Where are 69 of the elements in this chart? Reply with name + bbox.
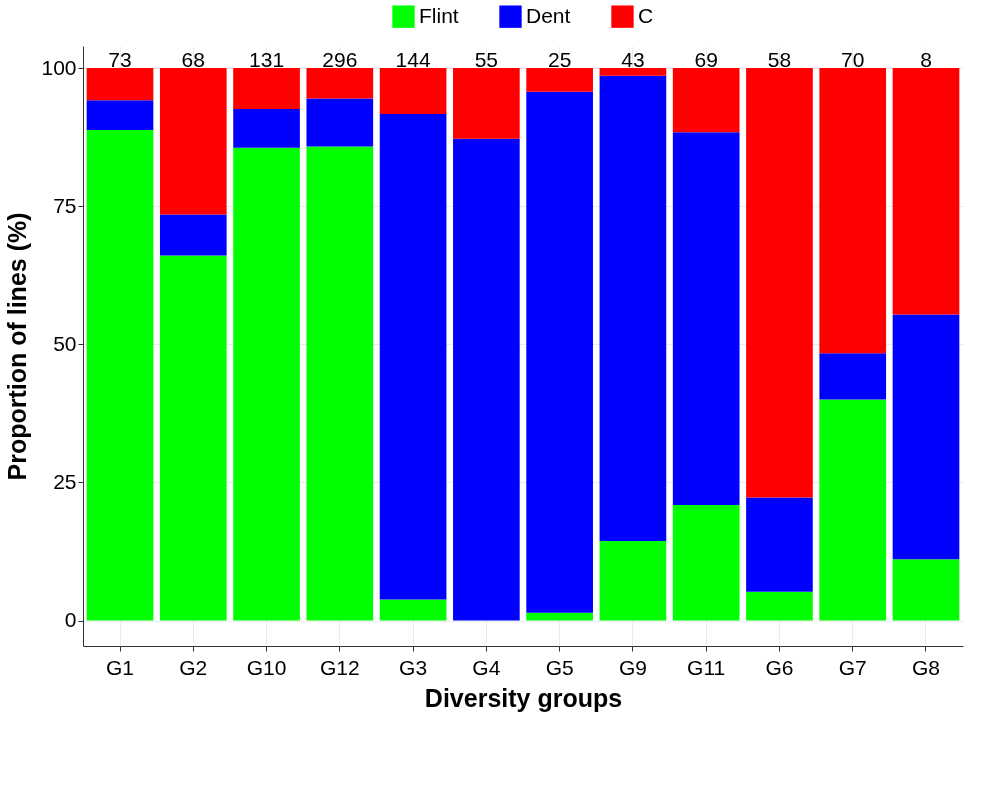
bar (892, 314, 960, 560)
bar (306, 146, 374, 621)
bar (672, 132, 740, 506)
bar (892, 559, 960, 621)
annotation: 70 (841, 48, 865, 72)
y-tick-label: 25 (53, 469, 77, 493)
annotation: 131 (249, 48, 285, 72)
bar (233, 147, 300, 621)
bar (379, 599, 447, 621)
y-tick-label: 100 (41, 55, 77, 79)
bar (86, 68, 154, 101)
bar (672, 505, 740, 621)
bar (526, 68, 593, 92)
annotation: 68 (181, 48, 205, 72)
bar (379, 113, 447, 600)
bar (819, 353, 887, 400)
x-axis-title: Diversity groups (424, 683, 623, 712)
bar (86, 129, 154, 621)
bar (86, 100, 154, 130)
bar (599, 541, 667, 621)
x-tick-label: G8 (911, 655, 941, 679)
bar (746, 591, 813, 621)
bar (379, 68, 447, 114)
bar (306, 68, 374, 99)
bar (672, 68, 740, 133)
bar (159, 214, 227, 256)
x-tick-label: G2 (179, 655, 208, 679)
bar (746, 497, 813, 592)
annotation: 55 (474, 48, 499, 72)
bar (599, 68, 667, 76)
bar (233, 68, 300, 109)
legend-label: Dent (526, 3, 571, 27)
x-tick-label: G1 (105, 655, 135, 679)
legend-label: Flint (419, 3, 459, 27)
bar (526, 91, 593, 613)
bar (453, 68, 520, 139)
x-tick-label: G9 (618, 655, 647, 679)
x-tick-label: G11 (687, 655, 726, 679)
bar (453, 138, 520, 621)
annotation: 296 (322, 48, 358, 72)
legend-label: C (638, 3, 654, 27)
annotation: 144 (395, 48, 431, 72)
x-tick-label: G5 (545, 655, 574, 679)
annotation: 25 (547, 48, 572, 72)
x-tick-label: G7 (838, 655, 867, 679)
x-tick-label: G3 (399, 655, 428, 679)
x-tick-label: G6 (765, 655, 794, 679)
y-tick-label: 50 (53, 331, 77, 355)
bar (233, 108, 300, 148)
annotation: 43 (621, 48, 645, 72)
bar (599, 75, 667, 542)
bar (746, 68, 813, 498)
x-tick-label: G10 (246, 655, 287, 679)
x-tick-label: G12 (319, 655, 360, 679)
bar (892, 68, 960, 315)
bar (819, 68, 887, 354)
bar (526, 612, 593, 621)
annotation: 69 (694, 48, 718, 72)
annotation: 73 (108, 48, 132, 72)
bar (306, 98, 374, 147)
y-tick-label: 75 (53, 193, 77, 217)
annotation: 58 (767, 48, 792, 72)
bar (159, 255, 227, 621)
x-tick-label: G4 (472, 655, 501, 679)
bar (159, 68, 227, 215)
annotation: 8 (920, 48, 932, 72)
y-axis-title: Proportion of lines (%) (3, 212, 32, 481)
y-tick-label: 0 (64, 608, 77, 632)
bar (819, 399, 887, 621)
